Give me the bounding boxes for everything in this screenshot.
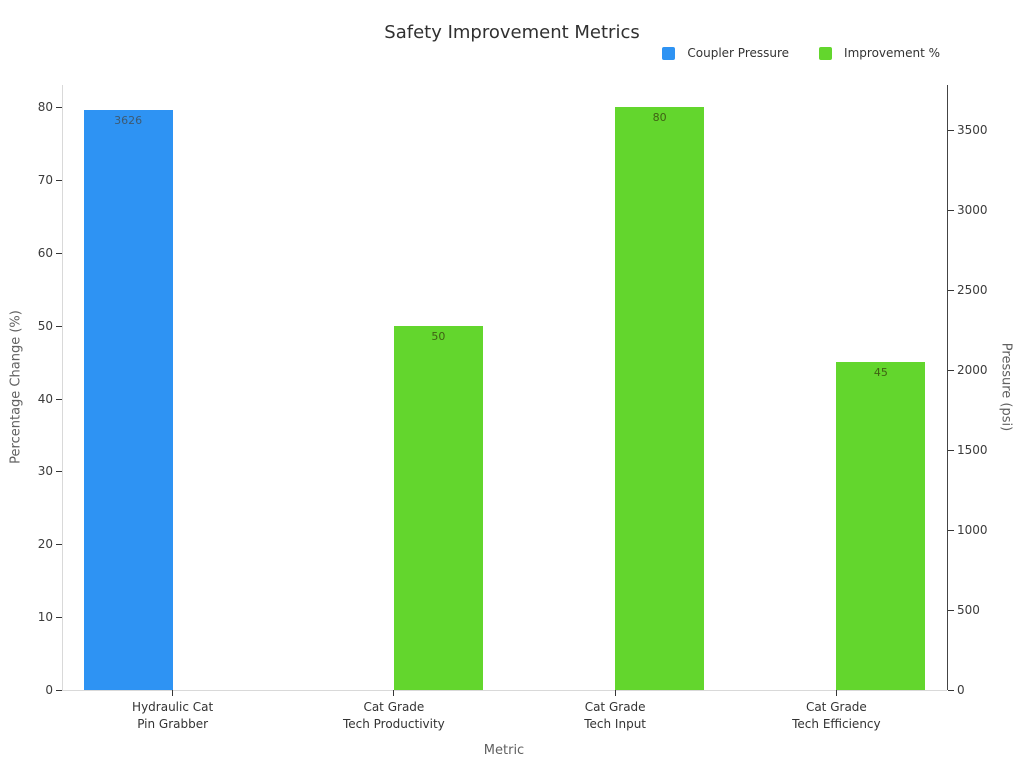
- bar-value-label: 45: [873, 366, 888, 380]
- x-tick: [172, 690, 174, 696]
- chart-title: Safety Improvement Metrics: [384, 22, 640, 43]
- y-left-tick-label: 40: [37, 391, 53, 406]
- legend-label: Improvement %: [844, 46, 940, 60]
- y-right-tick: [948, 209, 954, 211]
- x-tick: [614, 690, 616, 696]
- y-right-tick: [948, 289, 954, 291]
- y-left-tick-label: 10: [37, 610, 53, 625]
- y-right-tick-label: 1000: [957, 522, 988, 537]
- y-axis-left-spine: [62, 85, 63, 690]
- y-right-tick: [948, 609, 954, 611]
- y-left-tick: [56, 690, 62, 691]
- y-right-tick-label: 3500: [957, 122, 988, 137]
- bar-improvement-: 45: [836, 362, 926, 690]
- x-category-label-line: Cat Grade: [363, 700, 425, 714]
- y-left-tick: [56, 179, 62, 181]
- bar-improvement-: 80: [615, 107, 705, 690]
- y-left-tick: [56, 325, 62, 327]
- x-category-label: Cat Grade Tech Efficiency: [726, 699, 946, 733]
- x-category-label: Cat Grade Tech Productivity: [284, 699, 504, 733]
- x-category-label-line: Cat Grade: [584, 700, 646, 714]
- x-category-label-line: Tech Input: [584, 717, 646, 731]
- y-right-tick-label: 500: [957, 602, 980, 617]
- y-left-tick-label: 80: [37, 100, 53, 114]
- y-right-tick: [948, 129, 954, 131]
- legend-item: Coupler Pressure: [662, 46, 789, 60]
- legend-swatch-icon: [819, 46, 833, 60]
- x-category-label: Hydraulic Cat Pin Grabber: [63, 699, 283, 733]
- x-category-label-line: Tech Efficiency: [792, 717, 881, 731]
- y-left-tick-label: 30: [37, 464, 53, 479]
- y-right-tick-label: 1500: [957, 442, 988, 457]
- x-axis-title: Metric: [483, 743, 525, 758]
- y-left-tick: [56, 544, 62, 546]
- x-tick: [393, 690, 395, 696]
- y-left-tick: [56, 617, 62, 619]
- x-category-label-line: Pin Grabber: [137, 717, 209, 731]
- y-right-tick: [948, 369, 954, 371]
- y-left-tick-label: 60: [37, 245, 53, 260]
- legend-label: Coupler Pressure: [687, 46, 790, 60]
- y-left-tick: [56, 398, 62, 400]
- bar-value-label: 3626: [114, 113, 143, 127]
- y-axis-right-spine: [947, 85, 948, 690]
- legend-swatch-icon: [662, 46, 676, 60]
- y-right-tick: [948, 529, 954, 531]
- y-left-tick-label: 70: [37, 172, 53, 187]
- x-axis-line: [62, 690, 947, 691]
- y-left-tick-label: 0: [45, 683, 53, 697]
- bar-coupler-pressure: 3626: [83, 109, 173, 690]
- x-category-label-line: Cat Grade: [805, 700, 867, 714]
- legend-item: Improvement %: [819, 46, 940, 60]
- bar-value-label: 80: [652, 111, 667, 124]
- y-right-tick: [948, 449, 954, 451]
- legend: Coupler Pressure Improvement %: [662, 46, 940, 60]
- y-right-tick-label: 0: [957, 683, 965, 697]
- bar-improvement-: 50: [393, 325, 483, 690]
- x-category-label-line: Hydraulic Cat: [132, 700, 214, 714]
- y-axis-right-title: Pressure (psi): [998, 342, 1014, 432]
- y-left-tick: [56, 471, 62, 473]
- x-category-label: Cat Grade Tech Input: [505, 699, 725, 733]
- y-right-tick-label: 3000: [957, 202, 988, 217]
- x-category-label-line: Tech Productivity: [342, 717, 445, 731]
- y-right-tick-label: 2500: [957, 282, 988, 297]
- x-tick: [835, 690, 837, 696]
- bar-value-label: 50: [431, 329, 446, 343]
- y-left-tick-label: 50: [37, 318, 53, 333]
- y-right-tick-label: 2000: [957, 362, 988, 377]
- y-left-tick-label: 20: [37, 537, 53, 552]
- y-right-tick: [948, 690, 954, 691]
- y-left-tick: [56, 107, 62, 108]
- y-left-tick: [56, 252, 62, 254]
